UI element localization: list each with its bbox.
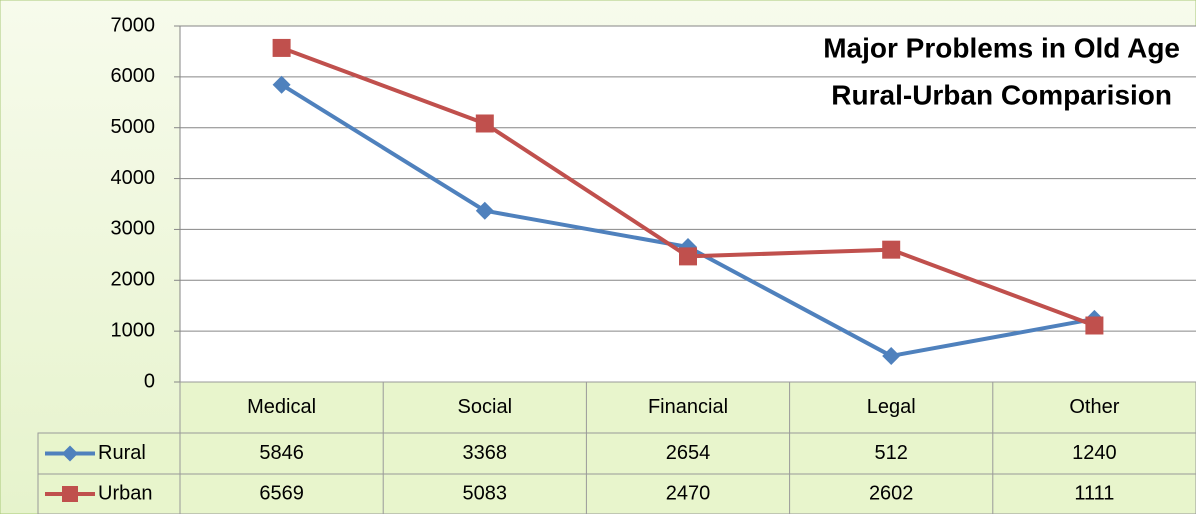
x-tick-label: Financial	[648, 396, 728, 418]
marker	[1085, 316, 1104, 335]
y-tick-label: 7000	[111, 14, 156, 36]
y-tick-label: 0	[144, 370, 155, 392]
table-cell: 5846	[259, 442, 304, 464]
table-cell: 1240	[1072, 442, 1117, 464]
y-tick-label: 4000	[111, 167, 156, 189]
table-cell: 512	[875, 442, 908, 464]
marker	[475, 114, 494, 133]
table-cell: 3368	[463, 442, 508, 464]
x-tick-label: Social	[458, 396, 512, 418]
y-tick-label: 5000	[111, 116, 156, 138]
legend-label: Urban	[98, 482, 152, 504]
marker	[272, 75, 291, 94]
table-cell: 6569	[259, 482, 304, 504]
plot-area	[180, 26, 1196, 382]
x-tick-label: Medical	[247, 396, 316, 418]
marker	[882, 346, 901, 365]
marker	[679, 247, 697, 266]
y-tick-label: 3000	[111, 218, 156, 240]
x-tick-label: Legal	[867, 396, 916, 418]
y-tick-label: 1000	[111, 319, 156, 341]
legend-marker	[62, 445, 78, 462]
legend-marker	[62, 486, 78, 502]
marker	[272, 38, 291, 57]
x-tick-label: Other	[1069, 396, 1119, 418]
y-tick-label: 2000	[111, 269, 156, 291]
table-cell: 2470	[666, 482, 711, 504]
table-cell: 5083	[463, 482, 508, 504]
y-tick-label: 6000	[111, 65, 156, 87]
table-cell: 2602	[869, 482, 914, 504]
marker	[475, 201, 494, 220]
table-cell: 1111	[1074, 482, 1114, 504]
chart-title: Major Problems in Old Age	[823, 32, 1180, 63]
table-cell: 2654	[666, 442, 711, 464]
legend-label: Rural	[98, 442, 146, 464]
marker	[882, 240, 901, 259]
chart-subtitle: Rural-Urban Comparision	[831, 79, 1172, 110]
